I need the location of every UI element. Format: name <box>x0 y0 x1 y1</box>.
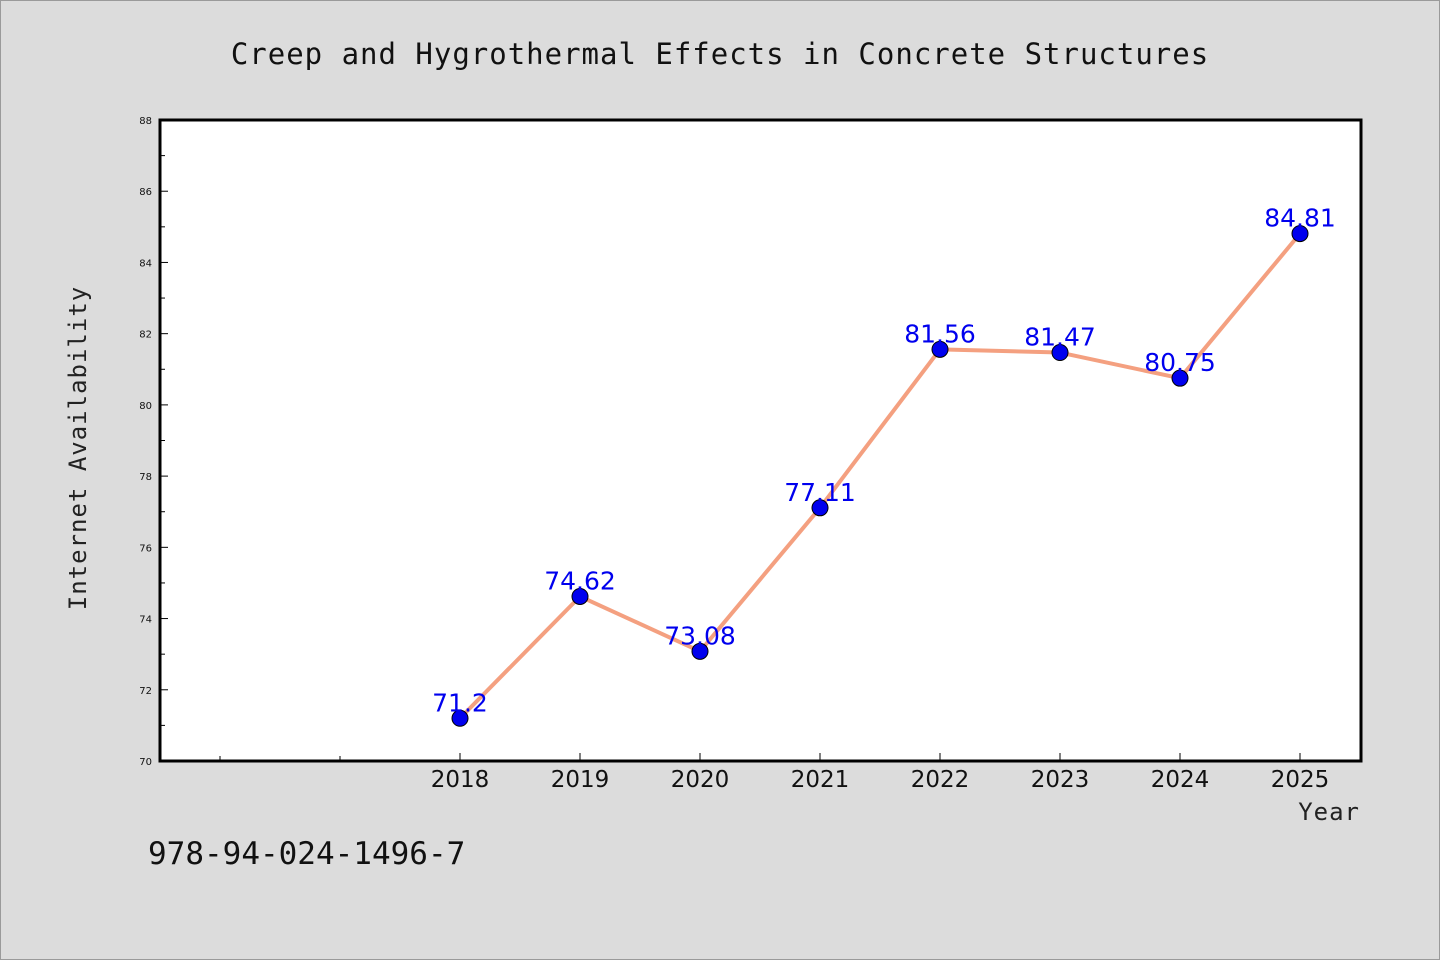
y-axis-label: Internet Availability <box>64 286 92 610</box>
y-tick-label: 78 <box>139 472 152 483</box>
x-axis-label: Year <box>1298 798 1360 826</box>
data-label: 81.56 <box>904 319 976 348</box>
data-label: 74.62 <box>544 566 616 595</box>
chart-title: Creep and Hygrothermal Effects in Concre… <box>231 37 1209 71</box>
y-axis: 70 72 74 76 78 80 82 84 86 88 <box>139 116 168 768</box>
data-point <box>691 642 709 660</box>
y-tick-label: 76 <box>139 543 152 554</box>
series-line <box>458 231 1302 721</box>
x-axis: 2018 2019 2020 2021 2022 2023 2024 2025 <box>219 753 1330 793</box>
data-label: 81.47 <box>1024 323 1096 352</box>
data-point <box>1051 344 1069 362</box>
data-label: 80.75 <box>1144 348 1216 377</box>
x-tick-label: 2022 <box>911 767 970 793</box>
y-tick-label: 70 <box>139 757 152 768</box>
data-label: 73.08 <box>664 621 736 650</box>
x-tick-label: 2020 <box>671 767 730 793</box>
y-tick-label: 86 <box>139 187 152 198</box>
y-tick-label: 84 <box>139 258 152 269</box>
data-label: 84.81 <box>1264 204 1336 233</box>
x-tick-label: 2021 <box>791 767 850 793</box>
x-tick-label: 2019 <box>551 767 610 793</box>
y-tick-label: 74 <box>139 615 152 626</box>
y-tick-label: 82 <box>139 330 152 341</box>
y-tick-label: 80 <box>139 401 152 412</box>
x-tick-label: 2018 <box>431 767 490 793</box>
series-layer <box>451 225 1309 727</box>
x-tick-label: 2024 <box>1151 767 1210 793</box>
x-tick-label: 2023 <box>1031 767 1090 793</box>
y-tick-label: 88 <box>139 116 152 127</box>
data-point <box>1171 369 1189 387</box>
data-point <box>571 587 589 605</box>
data-point <box>1291 225 1309 243</box>
data-point <box>931 340 949 358</box>
x-tick-label: 2025 <box>1271 767 1330 793</box>
data-label: 77.11 <box>784 478 856 507</box>
plot-area <box>158 118 1363 763</box>
data-point <box>451 709 469 727</box>
data-label: 71.2 <box>432 688 488 717</box>
isbn-text: 978-94-024-1496-7 <box>148 836 465 872</box>
data-labels: 71.2 74.62 73.08 77.11 81.56 81.47 80.75 84.81 <box>432 204 1336 718</box>
data-point <box>811 499 829 517</box>
y-tick-label: 72 <box>139 686 152 697</box>
